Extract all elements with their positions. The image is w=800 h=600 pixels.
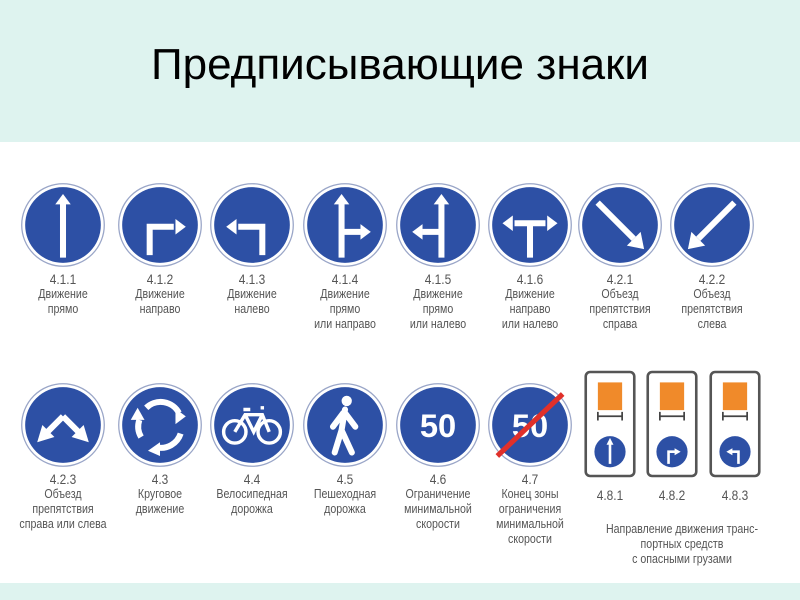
sign-name: Ограничение минимальной скорости bbox=[404, 487, 472, 531]
sign-code: 4.6 bbox=[429, 471, 447, 487]
sign-code: 4.1.2 bbox=[146, 271, 174, 287]
arrow-straight-icon bbox=[55, 194, 71, 258]
arrow-straight-or-right-icon bbox=[333, 194, 371, 258]
arrows-diagonal-both-icon bbox=[37, 414, 89, 443]
arrow-turn-left-icon bbox=[226, 218, 266, 256]
sign-4-1-6 bbox=[488, 183, 572, 267]
sign-4-3 bbox=[118, 383, 202, 467]
hazard-right-icon bbox=[667, 448, 681, 464]
pedestrian-icon bbox=[329, 395, 359, 456]
sign-code: 4.7 bbox=[521, 471, 539, 487]
sign-4-8-3 bbox=[709, 370, 761, 478]
sign-4-1-1 bbox=[21, 183, 105, 267]
sign-code: 4.3 bbox=[151, 471, 169, 487]
sign-4-1-3 bbox=[210, 183, 294, 267]
sign-name: Конец зоны ограничения минимальной скоро… bbox=[496, 487, 564, 546]
sign-name: Велосипедная дорожка bbox=[216, 487, 288, 516]
sign-code: 4.1.5 bbox=[424, 271, 452, 287]
sign-4-1-5 bbox=[396, 183, 480, 267]
sign-code: 4.8.3 bbox=[721, 487, 749, 503]
hazard-caption: Направление движения транс- портных сред… bbox=[605, 522, 759, 566]
sign-name: Круговое движение bbox=[135, 487, 185, 516]
sign-code: 4.4 bbox=[243, 471, 261, 487]
sign-name: Движение направо bbox=[135, 287, 185, 316]
sign-4-1-4 bbox=[303, 183, 387, 267]
sign-4-4 bbox=[210, 383, 294, 467]
sign-name: Движение прямо или налево bbox=[409, 287, 467, 331]
sign-code: 4.8.1 bbox=[596, 487, 624, 503]
min-speed-icon: 50 bbox=[420, 407, 456, 444]
sign-code: 4.2.2 bbox=[698, 271, 726, 287]
sign-code: 4.1.6 bbox=[516, 271, 544, 287]
sign-code: 4.1.1 bbox=[49, 271, 77, 287]
sign-code: 4.8.2 bbox=[658, 487, 686, 503]
hazard-straight-icon bbox=[606, 437, 614, 464]
sign-4-2-2 bbox=[670, 183, 754, 267]
sign-code: 4.1.3 bbox=[238, 271, 266, 287]
sign-4-8-1 bbox=[584, 370, 636, 478]
sign-4-1-2 bbox=[118, 183, 202, 267]
sign-code: 4.1.4 bbox=[331, 271, 359, 287]
sign-name: Пешеходная дорожка bbox=[313, 487, 377, 516]
arrow-diagonal-right-icon bbox=[595, 200, 645, 250]
sign-4-6: 50 bbox=[396, 383, 480, 467]
arrow-diagonal-left-icon bbox=[687, 200, 737, 250]
roundabout-icon bbox=[130, 398, 186, 456]
sign-4-5 bbox=[303, 383, 387, 467]
sign-code: 4.2.1 bbox=[606, 271, 634, 287]
sign-code: 4.5 bbox=[336, 471, 354, 487]
arrow-straight-or-left-icon bbox=[412, 194, 450, 258]
svg-text:50: 50 bbox=[420, 407, 456, 444]
slide-title: Предписывающие знаки bbox=[151, 40, 649, 89]
sign-4-2-1 bbox=[578, 183, 662, 267]
sign-name: Движение прямо bbox=[38, 287, 88, 316]
arrow-turn-right-icon bbox=[146, 218, 186, 256]
end-min-speed-icon: 50 bbox=[495, 392, 565, 458]
arrow-right-or-left-icon bbox=[502, 215, 558, 258]
sign-4-8-2 bbox=[646, 370, 698, 478]
sign-name: Объезд препятствия слева bbox=[681, 287, 743, 331]
sign-name: Объезд препятствия справа или слева bbox=[19, 487, 107, 531]
sign-code: 4.2.3 bbox=[49, 471, 77, 487]
bicycle-icon bbox=[221, 406, 283, 445]
sign-4-2-3 bbox=[21, 383, 105, 467]
sign-name: Движение направо или налево bbox=[501, 287, 559, 331]
sign-name: Объезд препятствия справа bbox=[589, 287, 651, 331]
sign-name: Движение налево bbox=[227, 287, 277, 316]
sign-4-7: 50 bbox=[488, 383, 572, 467]
hazard-left-icon bbox=[726, 448, 740, 464]
sign-name: Движение прямо или направо bbox=[314, 287, 376, 331]
